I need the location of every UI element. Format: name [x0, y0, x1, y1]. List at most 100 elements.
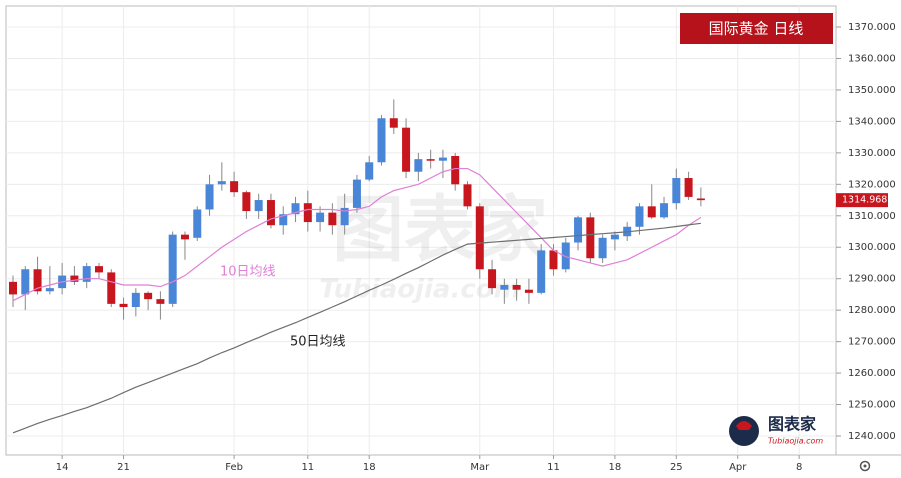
y-tick-label: 1240.000: [848, 431, 896, 442]
candle-body: [70, 275, 79, 282]
candle-body: [242, 192, 251, 212]
candle-body: [598, 237, 607, 259]
y-tick-label: 1370.000: [848, 22, 896, 33]
x-tick-label: Apr: [729, 462, 747, 473]
candle-body: [586, 217, 595, 259]
candle-body: [426, 159, 435, 161]
candle-body: [451, 156, 460, 185]
y-tick-label: 1350.000: [848, 85, 896, 96]
candle-body: [696, 198, 705, 201]
title-box: [680, 13, 833, 44]
candle-body: [352, 179, 361, 208]
x-tick-label: Mar: [470, 462, 490, 473]
candle-body: [291, 203, 300, 215]
candle-body: [33, 269, 42, 292]
candle-body: [377, 118, 386, 163]
candle-body: [512, 284, 521, 290]
candle-body: [574, 217, 583, 243]
candle-body: [303, 203, 312, 223]
x-tick-label: 18: [363, 462, 376, 473]
x-tick-label: 11: [547, 462, 560, 473]
y-tick-label: 1290.000: [848, 274, 896, 285]
y-tick-label: 1340.000: [848, 116, 896, 127]
candle-body: [266, 200, 275, 226]
logo-icon-part: [736, 421, 752, 430]
y-tick-label: 1310.000: [848, 211, 896, 222]
ma10-label: 10日均线: [220, 265, 276, 280]
settings-icon[interactable]: [859, 460, 871, 472]
candle-body: [672, 178, 681, 204]
y-tick-label: 1260.000: [848, 368, 896, 379]
y-tick-label: 1330.000: [848, 148, 896, 159]
candle-body: [156, 299, 165, 304]
x-tick-label: Feb: [225, 462, 243, 473]
watermark: 图表家: [332, 188, 548, 272]
y-tick-label: 1270.000: [848, 337, 896, 348]
candle-body: [205, 184, 214, 210]
x-tick-label: 8: [796, 462, 802, 473]
watermark-sub: Tubiaojia.com: [319, 275, 520, 305]
y-tick-label: 1280.000: [848, 305, 896, 316]
candle-body: [193, 209, 202, 238]
candle-body: [488, 269, 497, 289]
x-tick-label: 14: [56, 462, 69, 473]
candle-body: [414, 159, 423, 172]
candle-body: [180, 234, 189, 240]
candle-body: [9, 281, 18, 295]
ma-line: [12, 167, 702, 302]
settings-gear[interactable]: [859, 460, 871, 472]
candle-body: [684, 178, 693, 197]
candle-body: [500, 284, 509, 290]
y-tick-label: 1360.000: [848, 53, 896, 64]
y-tick-label: 1300.000: [848, 242, 896, 253]
candle-body: [328, 212, 337, 226]
candle-body: [21, 269, 30, 295]
x-tick-label: 11: [301, 462, 314, 473]
candle-body: [316, 212, 325, 223]
candle-body: [131, 292, 140, 308]
candle-body: [660, 203, 669, 218]
candle-body: [610, 234, 619, 240]
ma-line: [12, 222, 701, 434]
candle-body: [549, 250, 558, 270]
candle-body: [217, 181, 226, 185]
candle-body: [389, 118, 398, 128]
candle-body: [45, 288, 54, 292]
candle-body: [254, 200, 263, 212]
candle-body: [107, 272, 116, 304]
logo-text: 图表家: [768, 415, 817, 434]
candle-body: [438, 157, 447, 161]
candle-body: [402, 127, 411, 172]
candle-body: [94, 266, 103, 273]
logo-icon: [729, 416, 759, 446]
candle-body: [475, 206, 484, 270]
chart-title: 国际黄金 日线: [709, 20, 804, 38]
x-tick-label: 25: [670, 462, 683, 473]
logo: 图表家 Tubiaojia.com: [729, 415, 823, 446]
candle-body: [537, 250, 546, 293]
candle-body: [168, 234, 177, 304]
candle-body: [524, 289, 533, 293]
candle-body: [365, 162, 374, 180]
candle-body: [82, 266, 91, 282]
candle-body: [230, 181, 239, 193]
logo-sub: Tubiaojia.com: [768, 437, 823, 446]
x-tick-label: 18: [609, 462, 622, 473]
last-price-label: 1314.968: [842, 195, 887, 206]
candle-body: [635, 206, 644, 227]
settings-gear-center[interactable]: [863, 464, 867, 468]
y-tick-label: 1250.000: [848, 400, 896, 411]
candle-body: [463, 184, 472, 207]
candle-body: [119, 303, 128, 308]
candle-body: [561, 242, 570, 270]
x-tick-label: 21: [117, 462, 130, 473]
ma50-label: 50日均线: [290, 335, 346, 350]
candle-body: [144, 292, 153, 300]
last-price-box: [836, 193, 888, 208]
candle-body: [279, 214, 288, 226]
candle-body: [647, 206, 656, 218]
plot-frame: [5, 5, 837, 456]
y-tick-label: 1320.000: [848, 179, 896, 190]
